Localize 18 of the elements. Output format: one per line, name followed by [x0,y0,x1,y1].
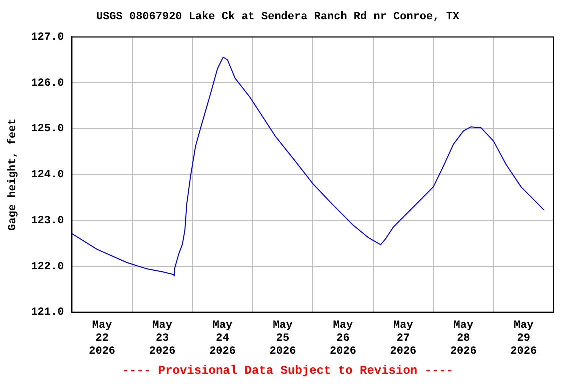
x-tick-label: May 25 2026 [270,320,296,358]
y-tick-label: 123.0 [31,215,64,228]
x-tick-label: May 28 2026 [450,320,477,358]
x-tick-label: May 27 2026 [390,320,417,358]
x-tick-label: May 23 2026 [149,320,176,358]
chart-title: USGS 08067920 Lake Ck at Sendera Ranch Rd nr Conroe, TX [96,11,460,24]
text: ---- Provisional Data Subject to Revision ---- [121,364,455,378]
x-tick-label: May 22 2026 [89,320,116,358]
y-tick-label: 125.0 [31,124,64,136]
x-tick-label: May 24 2026 [210,320,236,358]
x-tick-label: May 26 2026 [330,320,356,358]
x-tick-label: May 29 2026 [510,320,538,358]
y-tick-label: 121.0 [31,307,64,320]
y-tick-label: 127.0 [31,32,64,44]
y-tick-label: 122.0 [31,261,64,274]
y-tick-label: 126.0 [31,78,64,90]
y-tick-label: 124.0 [31,170,64,182]
y-axis-title: Gage height, feet [6,118,20,231]
